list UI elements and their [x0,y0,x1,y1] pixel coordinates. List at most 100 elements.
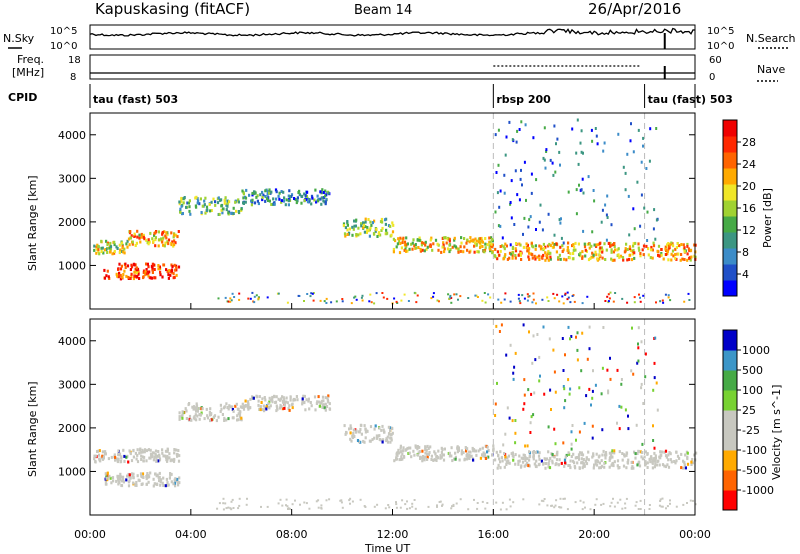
cell [564,455,567,459]
cell [413,244,416,248]
cell [249,406,252,410]
cell [187,201,190,205]
cell [109,250,112,254]
cell [217,415,220,419]
cell [548,459,551,463]
cell [416,453,419,457]
colorbar-tick-label: -1000 [742,484,774,497]
cell [157,450,160,453]
cell [675,459,678,463]
cell [368,300,371,303]
cell [261,397,264,401]
cell [164,234,167,238]
cell [642,253,645,257]
cell [547,258,550,262]
cell [113,250,116,253]
cell [266,505,269,508]
cell [520,120,523,124]
cell [640,382,643,386]
cell [302,394,305,398]
cell [514,419,517,422]
cell [178,415,181,419]
cell [558,458,561,462]
cell [560,506,563,509]
cell [460,449,463,453]
cell [640,160,643,164]
cell [262,193,265,197]
cell [616,421,618,425]
cell [348,227,351,231]
cell [215,419,218,423]
cell [546,504,549,507]
cell [159,483,162,487]
cell [634,241,637,245]
cell [524,444,527,448]
cell [480,236,483,240]
cell [118,243,121,247]
cell [553,124,556,128]
cell [633,251,636,255]
cell [561,250,564,253]
cell [308,407,311,411]
cell [612,464,615,468]
cell [609,291,612,294]
cell [432,292,435,295]
cell [597,455,600,459]
cell [146,472,149,475]
cell [555,242,558,246]
cell [500,456,503,460]
cell [564,293,567,296]
cell [395,452,398,455]
cell [683,250,686,253]
cell [360,222,363,226]
nsky-series [89,27,696,37]
cell [551,161,554,165]
cell [255,394,258,398]
cell [232,409,235,413]
cell [359,427,362,431]
cell [380,229,383,232]
freq-label-2: [MHz] [12,66,44,79]
cell [238,292,241,295]
cell [484,301,487,304]
cell [438,300,440,303]
cell [411,241,414,245]
cell [226,202,229,206]
cell [689,499,692,502]
cell [591,424,594,428]
cell [582,461,585,465]
cell [654,459,657,463]
cell [399,446,402,450]
nsearch-tick-bottom: 10^0 [707,41,734,52]
cell [624,408,627,412]
cell [411,502,414,505]
cell [152,239,155,243]
cell [674,256,677,260]
cell [118,271,121,275]
cell [383,218,387,222]
cell [508,416,511,420]
cell [469,450,472,454]
cell [521,183,523,187]
cell [287,194,290,198]
cell [514,249,518,253]
cell [592,189,595,192]
cell [164,449,168,453]
cell [687,247,690,251]
cell [544,462,548,465]
cell [473,498,475,501]
cell [252,396,255,400]
cell [111,476,115,480]
cell [254,191,257,195]
cell [203,199,206,203]
cell [683,300,686,303]
cell [402,449,405,453]
cell [106,243,109,246]
cell [478,241,481,245]
cell [578,430,581,434]
cell [563,497,566,500]
cell [489,296,492,299]
cell [196,414,199,418]
cell [442,236,445,240]
